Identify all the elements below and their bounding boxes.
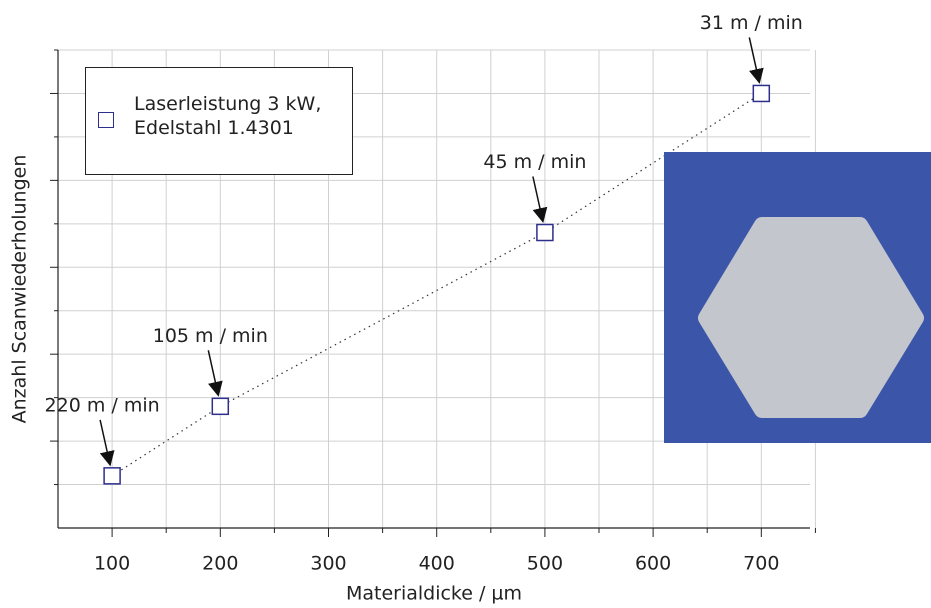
annotation: 220 m / min [45, 394, 160, 416]
legend: Laserleistung 3 kW, Edelstahl 1.4301 [85, 67, 353, 175]
annotation-arrow [532, 176, 548, 223]
x-tick-label: 500 [527, 553, 563, 575]
annotation: 31 m / min [700, 12, 803, 34]
marker [536, 223, 554, 242]
marker [211, 397, 230, 416]
x-axis-label: Materialdicke / µm [346, 583, 522, 605]
annotation: 105 m / min [153, 325, 268, 347]
legend-label: Laserleistung 3 kW, Edelstahl 1.4301 [134, 93, 322, 139]
hexagon-part [698, 217, 924, 418]
y-axis-label: Anzahl Scanwiederholungen [9, 155, 31, 424]
annotation-arrow [748, 37, 764, 84]
x-tick-label: 100 [94, 553, 130, 575]
x-tick-label: 700 [743, 553, 779, 575]
x-tick-label: 200 [202, 553, 238, 575]
annotation: 45 m / min [483, 151, 586, 173]
x-tick-label: 300 [310, 553, 346, 575]
x-tick-label: 600 [635, 553, 671, 575]
marker [103, 467, 121, 485]
legend-marker [98, 112, 114, 128]
annotation-arrow [207, 350, 223, 397]
x-tick-label: 400 [419, 553, 455, 575]
marker [752, 84, 771, 103]
annotation-arrow [99, 419, 115, 467]
inset-photo [664, 152, 931, 443]
